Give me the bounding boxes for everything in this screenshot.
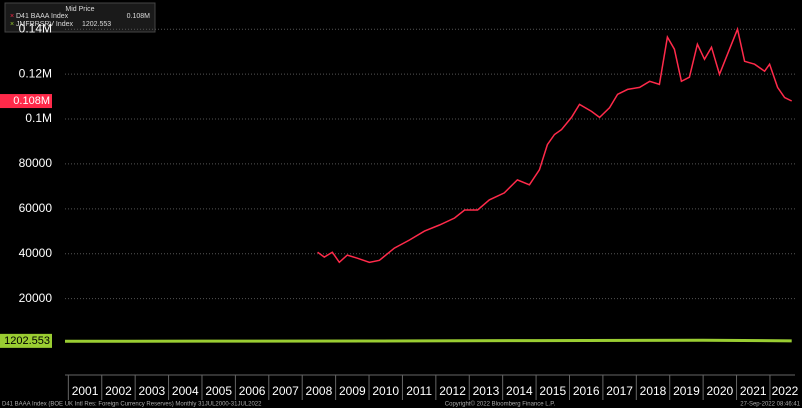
legend-value: 1202.553 xyxy=(82,21,111,28)
x-tick-label: 2007 xyxy=(272,384,299,398)
series-line xyxy=(317,26,793,264)
legend-marker: × xyxy=(10,21,14,28)
x-tick-label: 2018 xyxy=(640,384,667,398)
legend-box xyxy=(4,2,156,33)
legend-label: JMFRRSRV Index xyxy=(16,21,74,28)
x-tick-label: 2013 xyxy=(473,384,500,398)
x-tick-label: 2020 xyxy=(706,384,733,398)
series-line xyxy=(64,338,792,343)
legend-label: D41 BAAA Index xyxy=(16,13,69,20)
y-tick-label: 60000 xyxy=(19,201,53,215)
x-tick-label: 2015 xyxy=(539,384,566,398)
legend-value: 0.108M xyxy=(127,13,151,20)
last-value-label: 1202.553 xyxy=(4,335,50,347)
x-tick-label: 2002 xyxy=(105,384,132,398)
x-tick-label: 2004 xyxy=(172,384,199,398)
y-tick-label: 0.1M xyxy=(25,111,52,125)
x-tick-label: 2003 xyxy=(139,384,166,398)
y-tick-label: 40000 xyxy=(19,246,53,260)
x-tick-label: 2001 xyxy=(72,384,99,398)
x-tick-label: 2021 xyxy=(740,384,767,398)
last-value-badge xyxy=(0,333,52,348)
x-tick-label: 2011 xyxy=(406,384,432,398)
x-tick-label: 2005 xyxy=(205,384,232,398)
x-tick-label: 2012 xyxy=(439,384,466,398)
x-tick-label: 2008 xyxy=(306,384,333,398)
x-tick-label: 2022 xyxy=(772,384,799,398)
last-value-badge xyxy=(0,94,52,109)
y-tick-label: 0.14M xyxy=(19,21,52,35)
y-tick-label: 0.12M xyxy=(19,66,52,80)
x-tick-label: 2010 xyxy=(372,384,399,398)
footer-right: 27-Sep-2022 08:46:41 xyxy=(740,402,800,408)
footer-center: Copyright© 2022 Bloomberg Finance L.P. xyxy=(445,401,556,408)
last-value-label: 0.108M xyxy=(13,95,50,107)
x-tick-label: 2017 xyxy=(606,384,633,398)
y-tick-label: 20000 xyxy=(19,291,53,305)
x-tick-label: 2019 xyxy=(673,384,700,398)
footer-left: D41 BAAA Index (BOE UK Intl Res: Foreign… xyxy=(2,402,262,408)
x-tick-label: 2009 xyxy=(339,384,366,398)
x-tick-label: 2014 xyxy=(506,384,533,398)
legend-marker: × xyxy=(10,13,14,20)
y-tick-label: 80000 xyxy=(19,156,53,170)
x-tick-label: 2016 xyxy=(573,384,600,398)
x-tick-label: 2006 xyxy=(239,384,266,398)
legend-title: Mid Price xyxy=(65,6,94,13)
